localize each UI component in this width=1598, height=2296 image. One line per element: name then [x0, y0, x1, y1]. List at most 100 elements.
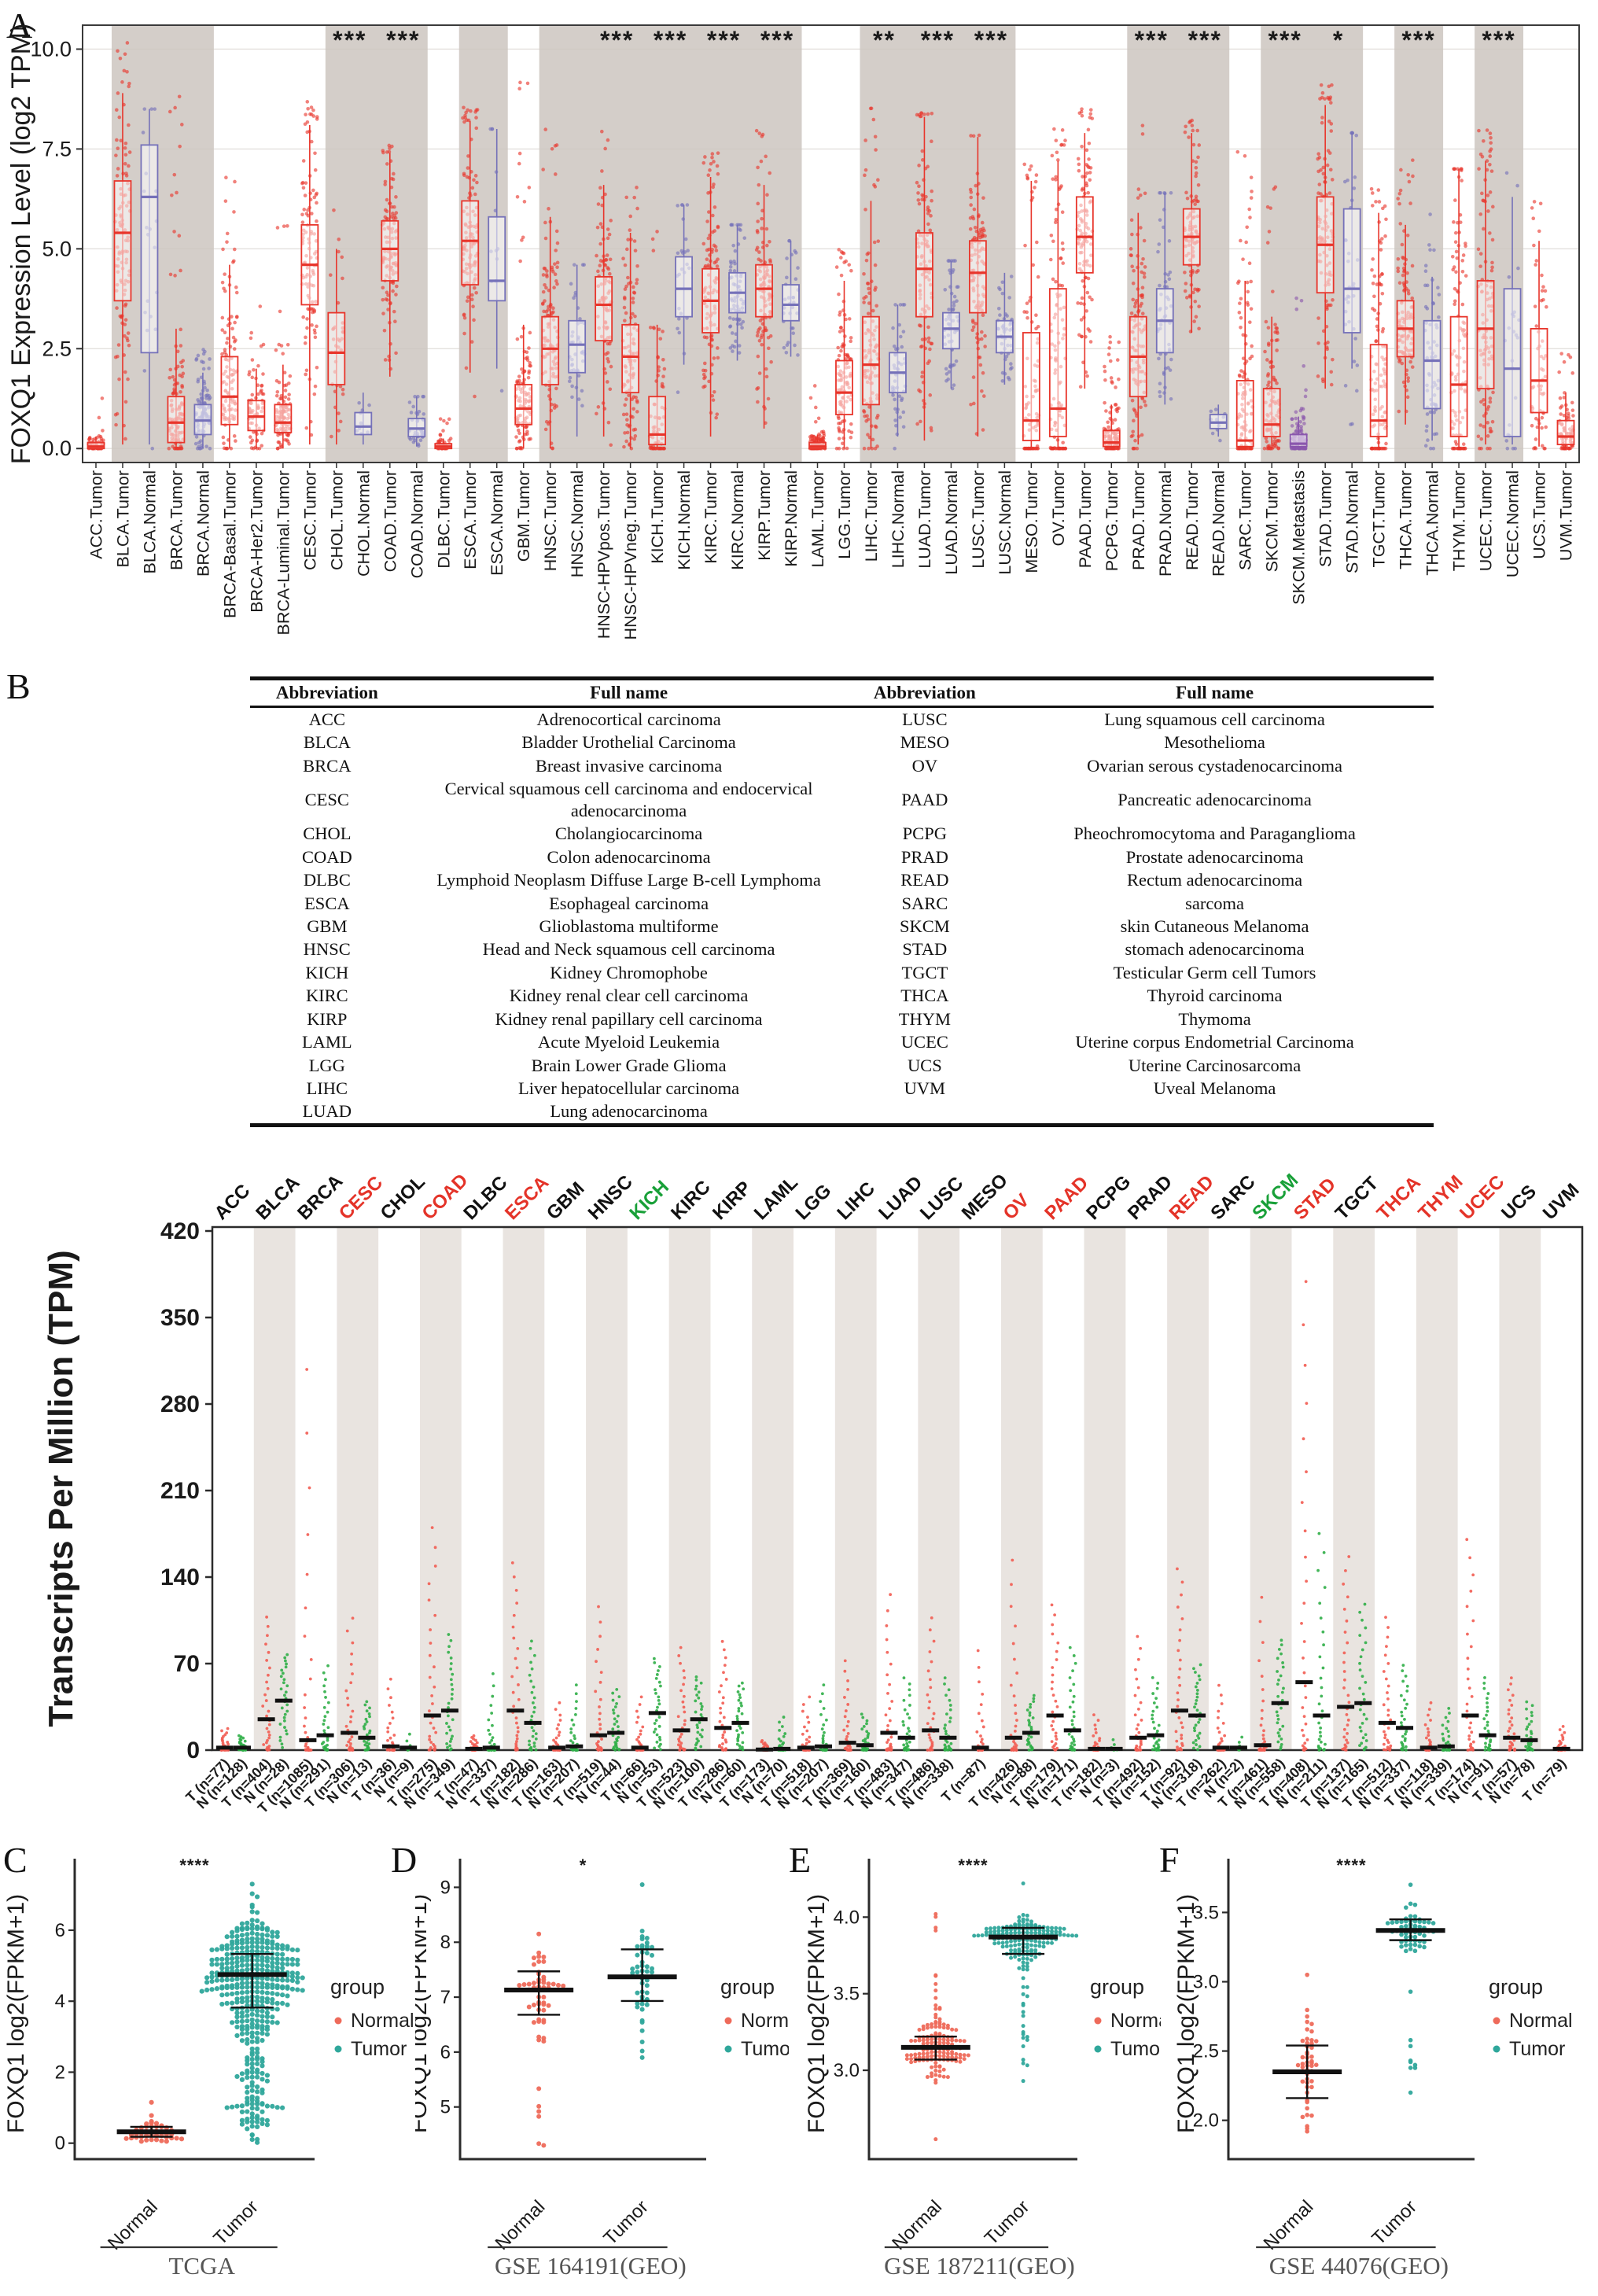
x-label-UVM.Tumor: UVM.Tumor — [1557, 470, 1576, 561]
y-tick: 2.5 — [1193, 2041, 1219, 2062]
cancer-name-THCA: THCA — [1373, 1172, 1425, 1224]
x-label-CHOL.Tumor: CHOL.Tumor — [327, 470, 346, 570]
fullname-cell: Lymphoid Neoplasm Diffuse Large B-cell L… — [436, 870, 821, 890]
shading-bands — [111, 25, 1524, 463]
fullname-cell: Breast invasive carcinoma — [535, 755, 723, 776]
dataset-label: TCGA — [168, 2252, 235, 2279]
y-axis-title: FOXQ1 log2(FPKM+1) — [3, 1894, 29, 2133]
y-tick: 6 — [440, 2042, 451, 2063]
abbreviation-cell: KICH — [305, 962, 349, 982]
abbreviation-table: Abbreviation Full name Abbreviation Full na… — [250, 676, 1434, 1127]
x-label-BRCA.Tumor: BRCA.Tumor — [167, 470, 186, 570]
y-tick: 8 — [440, 1932, 451, 1953]
significance-stars: **** — [958, 1856, 988, 1875]
x-label-LUAD.Tumor: LUAD.Tumor — [915, 470, 934, 569]
y-axis-title: FOXQ1 Expression Level (log2 TPM) — [6, 24, 36, 465]
cancer-name-OV: OV — [1000, 1190, 1034, 1225]
x-label-HNSC-HPVneg.Tumor: HNSC-HPVneg.Tumor — [621, 470, 640, 639]
stars-LIHC.Tumor: ** — [873, 26, 896, 54]
panel-c-label: C — [3, 1840, 28, 1880]
legend-dot-Normal — [334, 2017, 342, 2025]
x-label-UCEC.Normal: UCEC.Normal — [1504, 470, 1523, 577]
abbreviation-cell: THYM — [898, 1008, 951, 1029]
fullname-cell — [996, 1100, 1434, 1125]
abbreviation-cell: LAML — [301, 1032, 352, 1052]
legend-item-Normal: Normal — [351, 2010, 414, 2032]
fullname-cell: Pheochromocytoma and Paraganglioma — [1073, 824, 1356, 844]
fullname-cell: Uterine corpus Endometrial Carcinoma — [1075, 1032, 1354, 1052]
y-tick: 210 — [160, 1478, 200, 1504]
y-tick: 420 — [160, 1218, 200, 1244]
panel-f-label: F — [1159, 1840, 1180, 1880]
mean-error-bars — [116, 1952, 287, 2138]
x-label-BRCA-Basal.Tumor: BRCA-Basal.Tumor — [220, 470, 239, 618]
y-tick: 2.5 — [42, 337, 72, 360]
x-label-ESCA.Tumor: ESCA.Tumor — [461, 470, 480, 569]
cancer-name-SARC: SARC — [1206, 1171, 1259, 1224]
y-tick: 350 — [160, 1305, 200, 1331]
fullname-cell: Brain Lower Grade Glioma — [531, 1055, 727, 1075]
y-tick: 7 — [440, 1987, 451, 2008]
table-row: ESCA Esophageal carcinoma SARC sarcoma — [250, 892, 1434, 915]
x-label-LUSC.Tumor: LUSC.Tumor — [969, 470, 988, 569]
fullname-cell: Lung squamous cell carcinoma — [1104, 709, 1325, 729]
legend: group Normal Tumor — [720, 1975, 789, 2060]
legend-item-Tumor: Tumor — [351, 2038, 407, 2060]
significance-stars: *** *** *** *** *** *** ** *** *** *** *** *** * *** *… — [333, 26, 1515, 54]
x-label-SKCM.Tumor: SKCM.Tumor — [1263, 470, 1282, 572]
x-label-BRCA-Her2.Tumor: BRCA-Her2.Tumor — [247, 470, 266, 613]
x-label-Normal: Normal — [104, 2196, 162, 2254]
sample-count-labels: T (n=77)N (n=128)T (n=404)N (n=28)T (n=1… — [182, 1756, 1569, 1816]
y-tick: 0.0 — [42, 437, 72, 460]
table-row: DLBC Lymphoid Neoplasm Diffuse Large B-ce… — [250, 868, 1434, 891]
significance-stars: * — [580, 1856, 587, 1875]
table-row: LUAD Lung adenocarcinoma — [250, 1100, 1434, 1125]
table-row: COAD Colon adenocarcinoma PRAD Prostate ade… — [250, 846, 1434, 868]
table-row: LGG Brain Lower Grade Glioma UCS Uterine Ca… — [250, 1054, 1434, 1077]
y-tick: 2.0 — [1193, 2110, 1219, 2132]
fullname-cell: stomach adenocarcinoma — [1125, 939, 1305, 960]
legend-item-Tumor: Tumor — [1509, 2038, 1565, 2060]
table-row: LIHC Liver hepatocellular carcinoma UVM Uve… — [250, 1077, 1434, 1100]
abbreviation-cell: PRAD — [900, 846, 948, 867]
cancer-name-BLCA: BLCA — [252, 1172, 304, 1224]
fullname-cell: Colon adenocarcinoma — [547, 846, 711, 867]
x-label-BRCA-Luminal.Tumor: BRCA-Luminal.Tumor — [274, 470, 293, 635]
y-tick: 5 — [440, 2097, 451, 2118]
x-label-Tumor: Tumor — [981, 2196, 1033, 2249]
y-tick: 5.0 — [42, 237, 72, 260]
stars-LUAD.Tumor: *** — [921, 26, 955, 54]
cancer-name-ESCA: ESCA — [501, 1172, 553, 1224]
fullname-cell: Uterine Carcinosarcoma — [1128, 1055, 1302, 1075]
fullname-cell: Adrenocortical carcinoma — [536, 709, 721, 729]
legend-item-Tumor: Tumor — [741, 2038, 789, 2060]
legend-dot-Normal — [1094, 2017, 1102, 2025]
abbreviation-cell: LUSC — [902, 709, 948, 729]
mean-error-bars — [1272, 1918, 1445, 2099]
x-label-UCS.Tumor: UCS.Tumor — [1530, 470, 1549, 559]
fullname-cell: Uveal Melanoma — [1153, 1078, 1276, 1098]
x-label-KIRC.Tumor: KIRC.Tumor — [701, 470, 720, 564]
x-label-HNSC.Normal: HNSC.Normal — [568, 470, 587, 577]
x-label-READ.Tumor: READ.Tumor — [1183, 470, 1202, 570]
y-axis: 0 70 140 210 280 350 420 Transcripts Per Millio… — [42, 1218, 212, 1763]
panel-d-label: D — [391, 1840, 418, 1880]
abbreviation-cell: SARC — [901, 893, 948, 913]
abbreviation-cell — [854, 1100, 996, 1125]
fullname-cell: Kidney Chromophobe — [550, 962, 708, 982]
abbreviation-cell: LGG — [308, 1055, 345, 1075]
y-tick: 3.5 — [834, 1984, 860, 2005]
fullname-cell: Cholangiocarcinoma — [554, 824, 703, 844]
abbreviation-cell: LIHC — [306, 1078, 348, 1098]
abbreviation-cell: STAD — [902, 939, 948, 960]
abbreviation-cell: PCPG — [902, 824, 947, 844]
table-header-2: Abbreviation — [853, 678, 996, 708]
y-tick: 70 — [174, 1651, 200, 1677]
y-axis: 5 6 7 8 9 FOXQ1 log2(FPKM+1) — [415, 1877, 460, 2133]
cancer-name-LUSC: LUSC — [916, 1173, 967, 1224]
fullname-cell: Testicular Germ cell Tumors — [1113, 962, 1316, 982]
legend-dot-Normal — [1493, 2017, 1500, 2025]
cancer-name-labels: ACCBLCABRCACESCCHOLCOADDLBCESCAGBMHNSCKI… — [211, 1170, 1584, 1224]
